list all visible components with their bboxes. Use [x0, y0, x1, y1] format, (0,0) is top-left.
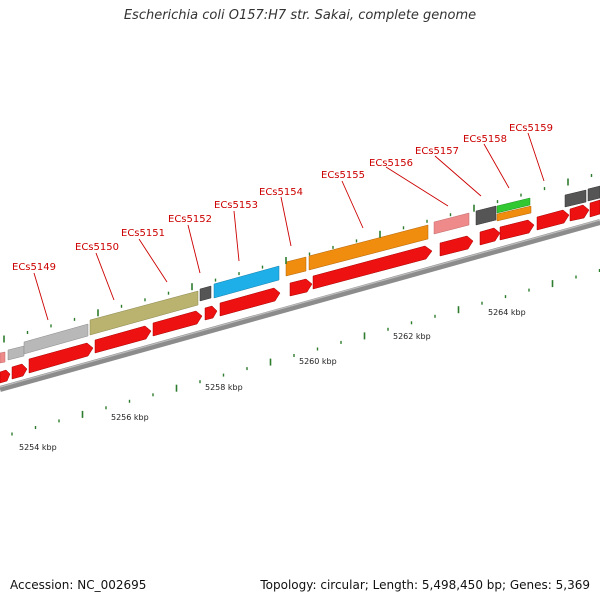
gene-label: ECs5155 [321, 170, 365, 181]
genome-backbone [0, 219, 600, 392]
cds-arrow [439, 235, 474, 257]
cds-arrow [94, 325, 152, 354]
cog-feature [587, 185, 600, 202]
leader-line [33, 272, 49, 321]
leader-line [280, 196, 292, 247]
leader-line [434, 155, 482, 197]
scale-label: 5262 kbp [393, 332, 431, 341]
cds-arrow [499, 219, 535, 241]
leader-line [187, 224, 201, 274]
cog-feature [213, 265, 280, 299]
cds-arrow [536, 209, 570, 231]
cds-arrow [0, 369, 11, 384]
scale-label: 5264 kbp [488, 308, 526, 317]
gene-label: ECs5158 [463, 134, 507, 145]
cds-arrow [312, 245, 433, 290]
upper-tick-row [3, 174, 593, 343]
gene-label: ECs5157 [415, 146, 459, 157]
gene-label: ECs5159 [509, 123, 553, 134]
cog-feature [23, 323, 89, 355]
topology-text: Topology: circular; Length: 5,498,450 bp… [260, 578, 590, 592]
gene-label: ECs5152 [168, 214, 212, 225]
scale-label: 5254 kbp [19, 443, 57, 452]
gene-label: ECs5149 [12, 262, 56, 273]
scale-label: 5256 kbp [111, 413, 149, 422]
cog-feature [564, 189, 587, 208]
cog-feature [0, 351, 6, 364]
scale-tick-row [11, 269, 600, 436]
leader-line [138, 238, 168, 283]
map-title: Escherichia coli O157:H7 str. Sakai, com… [123, 8, 477, 23]
leader-line [95, 252, 115, 301]
cog-feature-track [0, 185, 600, 364]
cds-arrow [569, 204, 590, 222]
gene-label: ECs5156 [369, 158, 413, 169]
cog-feature [285, 256, 307, 277]
cog-feature [7, 345, 25, 361]
gene-label: ECs5153 [214, 200, 258, 211]
leader-line [341, 180, 364, 229]
genome-backbone-highlight [0, 219, 600, 388]
cds-arrow [204, 305, 218, 321]
leader-line [483, 143, 510, 189]
cog-feature [308, 224, 429, 271]
cog-feature [496, 197, 531, 214]
cds-arrow [219, 287, 281, 317]
cds-arrow [28, 342, 94, 374]
cog-feature [475, 205, 497, 226]
gene-label: ECs5151 [121, 228, 165, 239]
scale-label: 5260 kbp [299, 357, 337, 366]
leader-line [233, 210, 240, 262]
leader-line [385, 166, 449, 207]
cds-track [0, 199, 600, 384]
cds-arrow [289, 278, 313, 297]
cds-arrow [152, 310, 203, 337]
cog-feature [433, 212, 470, 235]
gene-label: ECs5154 [259, 187, 303, 198]
cds-arrow [479, 227, 501, 246]
gene-labels: ECs5149 ECs5150 ECs5151 ECs5152 ECs5153 … [12, 123, 553, 273]
leader-line [527, 132, 545, 182]
cds-arrow [589, 199, 600, 218]
accession-text: Accession: NC_002695 [10, 578, 147, 592]
scale-label: 5258 kbp [205, 383, 243, 392]
cog-feature [89, 290, 199, 336]
cog-feature [496, 205, 532, 222]
cog-feature [199, 285, 212, 302]
gene-label: ECs5150 [75, 242, 119, 253]
cds-arrow [11, 363, 28, 380]
gene-leader-lines [33, 132, 545, 321]
